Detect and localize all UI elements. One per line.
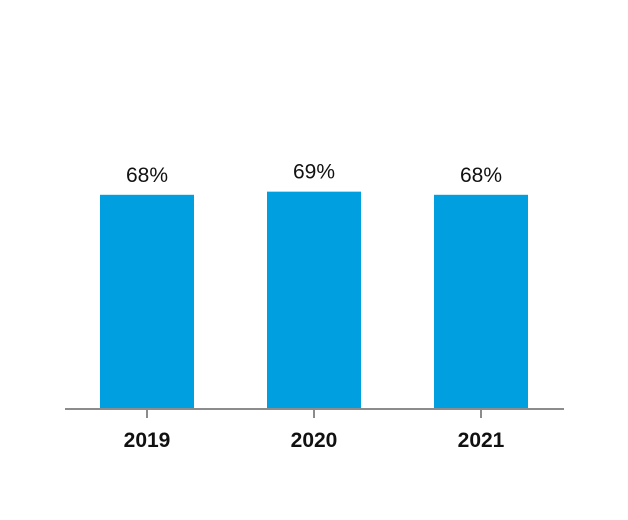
bar-2020 <box>267 191 361 409</box>
bars-layer <box>100 191 528 409</box>
x-tick-label-2021: 2021 <box>458 429 505 452</box>
value-label-2020: 69% <box>293 161 335 184</box>
value-label-2019: 68% <box>126 164 168 187</box>
bar-2021 <box>434 194 528 409</box>
x-tick-label-2020: 2020 <box>291 429 338 452</box>
bar-2019 <box>100 194 194 409</box>
x-tick-label-2019: 2019 <box>124 429 171 452</box>
value-labels-layer: 68% 69% 68% <box>126 161 502 187</box>
x-axis: 2019 2020 2021 <box>65 408 564 452</box>
value-label-2021: 68% <box>460 164 502 187</box>
